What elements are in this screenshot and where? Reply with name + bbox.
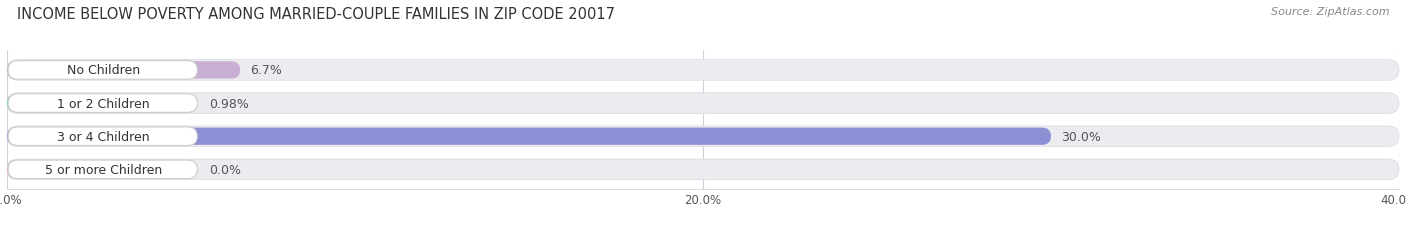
FancyBboxPatch shape [7,126,1399,147]
FancyBboxPatch shape [7,128,1052,145]
Text: No Children: No Children [67,64,141,77]
FancyBboxPatch shape [8,94,197,113]
Text: 3 or 4 Children: 3 or 4 Children [58,130,150,143]
Text: 0.98%: 0.98% [209,97,249,110]
FancyBboxPatch shape [7,93,1399,114]
Text: 1 or 2 Children: 1 or 2 Children [58,97,150,110]
Text: Source: ZipAtlas.com: Source: ZipAtlas.com [1271,7,1389,17]
FancyBboxPatch shape [7,161,17,178]
FancyBboxPatch shape [8,61,197,80]
FancyBboxPatch shape [8,160,197,179]
Text: 5 or more Children: 5 or more Children [45,163,163,176]
FancyBboxPatch shape [8,127,197,146]
FancyBboxPatch shape [7,60,1399,81]
Text: INCOME BELOW POVERTY AMONG MARRIED-COUPLE FAMILIES IN ZIP CODE 20017: INCOME BELOW POVERTY AMONG MARRIED-COUPL… [17,7,614,22]
FancyBboxPatch shape [7,62,240,79]
FancyBboxPatch shape [7,95,41,112]
Text: 6.7%: 6.7% [250,64,283,77]
Text: 0.0%: 0.0% [209,163,240,176]
Text: 30.0%: 30.0% [1062,130,1101,143]
FancyBboxPatch shape [7,159,1399,180]
